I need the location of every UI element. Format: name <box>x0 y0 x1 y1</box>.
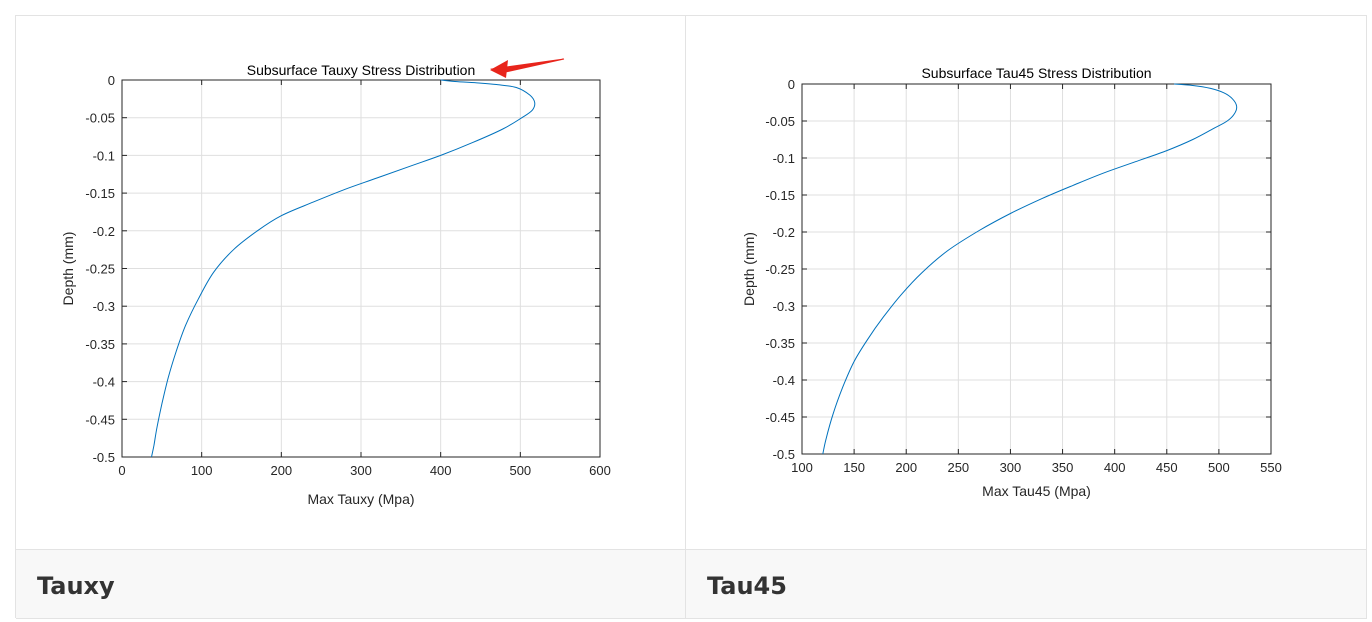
caption-cell-tau45: Tau45 <box>686 550 1367 619</box>
series-line <box>151 79 536 458</box>
y-tick-label: -0.4 <box>93 375 115 390</box>
chart-tau45: 100 150 200 250 300 350 400 450 500 550 0 -0.05 -0.1… <box>741 65 1282 499</box>
y-tick-label: -0.1 <box>773 151 795 166</box>
y-tick-label: -0.45 <box>85 412 115 427</box>
y-tick-label: -0.25 <box>765 262 795 277</box>
y-tick-label: -0.15 <box>765 188 795 203</box>
caption-tauxy: Tauxy <box>37 572 115 600</box>
y-tick-label: -0.2 <box>773 225 795 240</box>
x-tick-label: 500 <box>509 463 531 478</box>
caption-cell-tauxy: Tauxy <box>16 550 686 619</box>
y-tick-label: -0.1 <box>93 148 115 163</box>
x-tick-label: 150 <box>843 460 865 475</box>
plot-cell-tauxy: 0 100 200 300 400 500 600 0 -0.05 -0.1 -0.15 -0.2 -0… <box>16 16 686 550</box>
x-axis-label: Max Tau45 (Mpa) <box>982 483 1091 499</box>
y-axis-label: Depth (mm) <box>60 232 76 306</box>
plot-cell-tau45: 100 150 200 250 300 350 400 450 500 550 0 -0.05 -0.1… <box>686 16 1367 550</box>
x-tick-label: 500 <box>1208 460 1230 475</box>
annotation-arrow-head <box>490 60 508 78</box>
x-axis-label: Max Tauxy (Mpa) <box>307 491 414 507</box>
y-tick-label: -0.2 <box>93 224 115 239</box>
x-tick-label: 100 <box>791 460 813 475</box>
x-tick-label: 400 <box>430 463 452 478</box>
x-tick-label: 450 <box>1156 460 1178 475</box>
x-tick-label: 300 <box>1000 460 1022 475</box>
y-tick-label: -0.5 <box>93 450 115 465</box>
y-tick-label: -0.25 <box>85 262 115 277</box>
y-tick-label: -0.05 <box>85 111 115 126</box>
y-tick-label: -0.15 <box>85 186 115 201</box>
x-tick-label: 300 <box>350 463 372 478</box>
y-tick-label: 0 <box>108 73 115 88</box>
x-tick-label: 350 <box>1052 460 1074 475</box>
chart-title: Subsurface Tau45 Stress Distribution <box>921 65 1151 81</box>
y-tick-label: -0.3 <box>93 299 115 314</box>
x-tick-label: 0 <box>118 463 125 478</box>
y-tick-label: -0.05 <box>765 114 795 129</box>
x-tick-label: 550 <box>1260 460 1282 475</box>
figure-table: 0 100 200 300 400 500 600 0 -0.05 -0.1 -0.15 -0.2 -0… <box>15 15 1367 619</box>
y-tick-label: -0.5 <box>773 447 795 462</box>
x-tick-label: 600 <box>589 463 611 478</box>
y-tick-label: -0.45 <box>765 410 795 425</box>
x-tick-label: 100 <box>191 463 213 478</box>
y-tick-label: -0.35 <box>765 336 795 351</box>
y-tick-label: -0.3 <box>773 299 795 314</box>
x-tick-label: 200 <box>895 460 917 475</box>
x-tick-label: 250 <box>947 460 969 475</box>
y-tick-label: 0 <box>788 77 795 92</box>
y-tick-label: -0.35 <box>85 337 115 352</box>
y-axis-label: Depth (mm) <box>741 232 757 306</box>
chart-tauxy: 0 100 200 300 400 500 600 0 -0.05 -0.1 -0.15 -0.2 -0… <box>60 58 611 507</box>
series-line <box>822 83 1238 455</box>
x-tick-label: 400 <box>1104 460 1126 475</box>
x-tick-label: 200 <box>270 463 292 478</box>
chart-title: Subsurface Tauxy Stress Distribution <box>247 62 476 78</box>
y-tick-label: -0.4 <box>773 373 795 388</box>
caption-tau45: Tau45 <box>707 572 787 600</box>
